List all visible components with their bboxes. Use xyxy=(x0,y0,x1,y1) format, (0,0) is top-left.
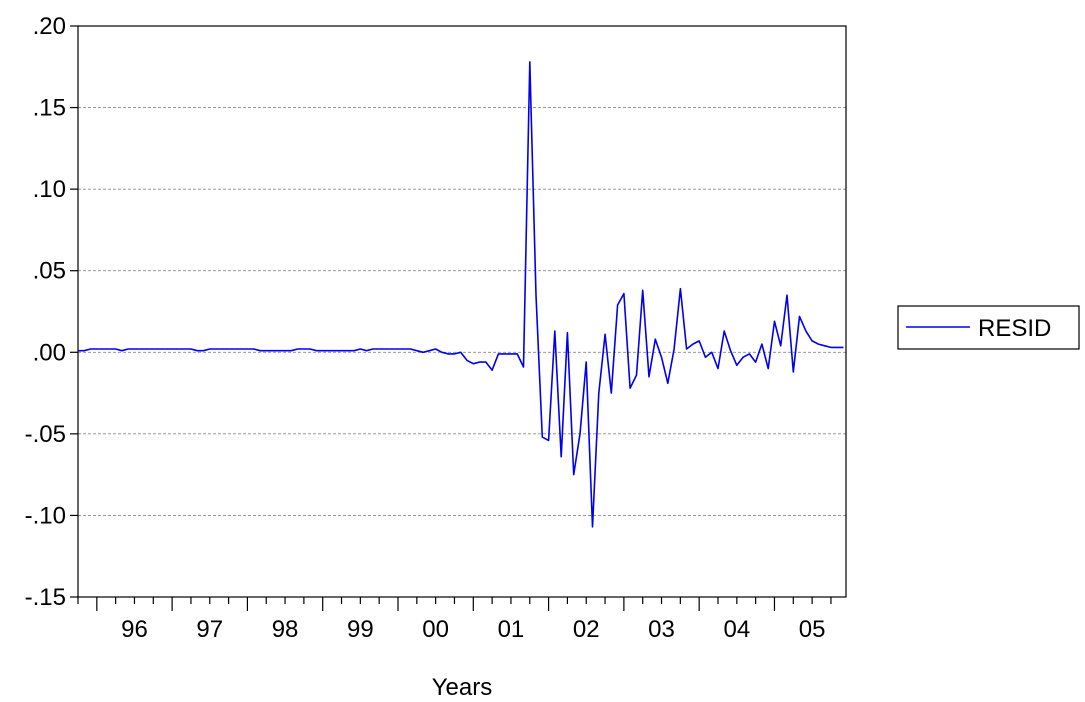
legend: RESID xyxy=(897,305,1080,350)
x-axis-ticks: 96 97 98 99 00 01 02 03 04 05 xyxy=(77,597,832,643)
y-tick-label: .10 xyxy=(33,176,66,203)
y-tick-label: .20 xyxy=(33,13,66,40)
x-tick-label: 00 xyxy=(422,616,449,643)
x-tick-label: 99 xyxy=(347,616,374,643)
series-line-resid xyxy=(78,61,844,528)
y-tick-label: .15 xyxy=(33,95,66,122)
x-tick-label: 96 xyxy=(121,616,148,643)
x-tick-label: 02 xyxy=(573,616,600,643)
x-tick-label: 03 xyxy=(648,616,675,643)
x-tick-label: 01 xyxy=(498,616,525,643)
y-axis-ticks: -.15 -.10 -.05 .00 .05 .10 .15 .20 xyxy=(25,13,78,611)
x-tick-label: 98 xyxy=(272,616,299,643)
x-tick-label: 97 xyxy=(196,616,223,643)
plot-area-frame xyxy=(77,25,847,598)
horizontal-gridlines xyxy=(78,107,846,516)
x-tick-label: 04 xyxy=(723,616,750,643)
series-layer xyxy=(78,61,844,528)
y-tick-label: .00 xyxy=(33,339,66,366)
y-tick-label: -.05 xyxy=(25,421,66,448)
x-axis-title: Years xyxy=(432,674,493,701)
y-tick-label: -.15 xyxy=(25,584,66,611)
legend-label-resid: RESID xyxy=(978,315,1051,342)
y-tick-label: -.10 xyxy=(25,502,66,529)
y-tick-label: .05 xyxy=(33,258,66,285)
x-tick-label: 05 xyxy=(799,616,826,643)
